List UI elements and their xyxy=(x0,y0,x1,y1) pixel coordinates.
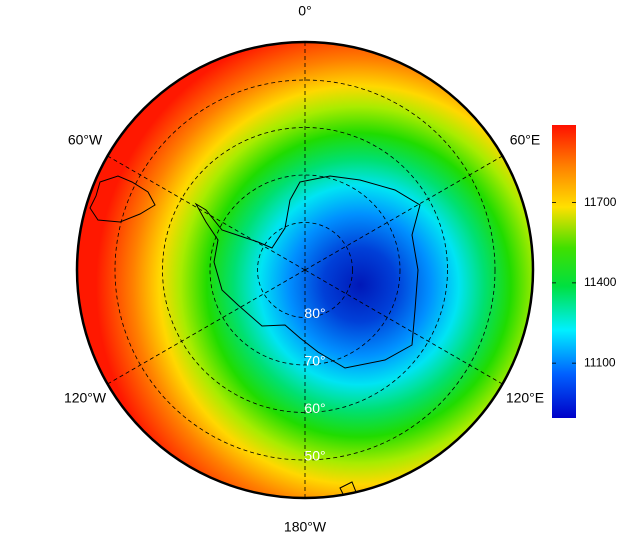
colorbar-tick-label: 11100 xyxy=(584,355,616,369)
longitude-label: 60°E xyxy=(510,132,541,148)
colorbar-tick-label: 11400 xyxy=(584,275,617,289)
longitude-label: 120°W xyxy=(64,390,107,406)
graticule xyxy=(107,42,503,498)
longitude-label: 0° xyxy=(298,3,311,19)
longitude-label: 180°W xyxy=(284,519,327,535)
latitude-label: 60° xyxy=(304,400,325,416)
antarctica-coast xyxy=(194,175,421,369)
south-america-coast xyxy=(89,175,156,223)
parallel xyxy=(114,79,496,461)
colorbar-tick-label: 11700 xyxy=(584,195,617,209)
longitude-label: 120°E xyxy=(506,390,544,406)
parallel xyxy=(209,174,401,366)
longitude-label: 60°W xyxy=(68,132,103,148)
latitude-label: 70° xyxy=(304,353,325,369)
map-border xyxy=(75,40,535,500)
parallel xyxy=(257,222,353,318)
colorbar-ticks: 11100 11400 11700 xyxy=(552,195,617,369)
latitude-label: 50° xyxy=(304,448,325,464)
colorbar xyxy=(552,125,576,418)
latitude-label: 80° xyxy=(304,305,325,321)
parallel xyxy=(162,127,448,413)
